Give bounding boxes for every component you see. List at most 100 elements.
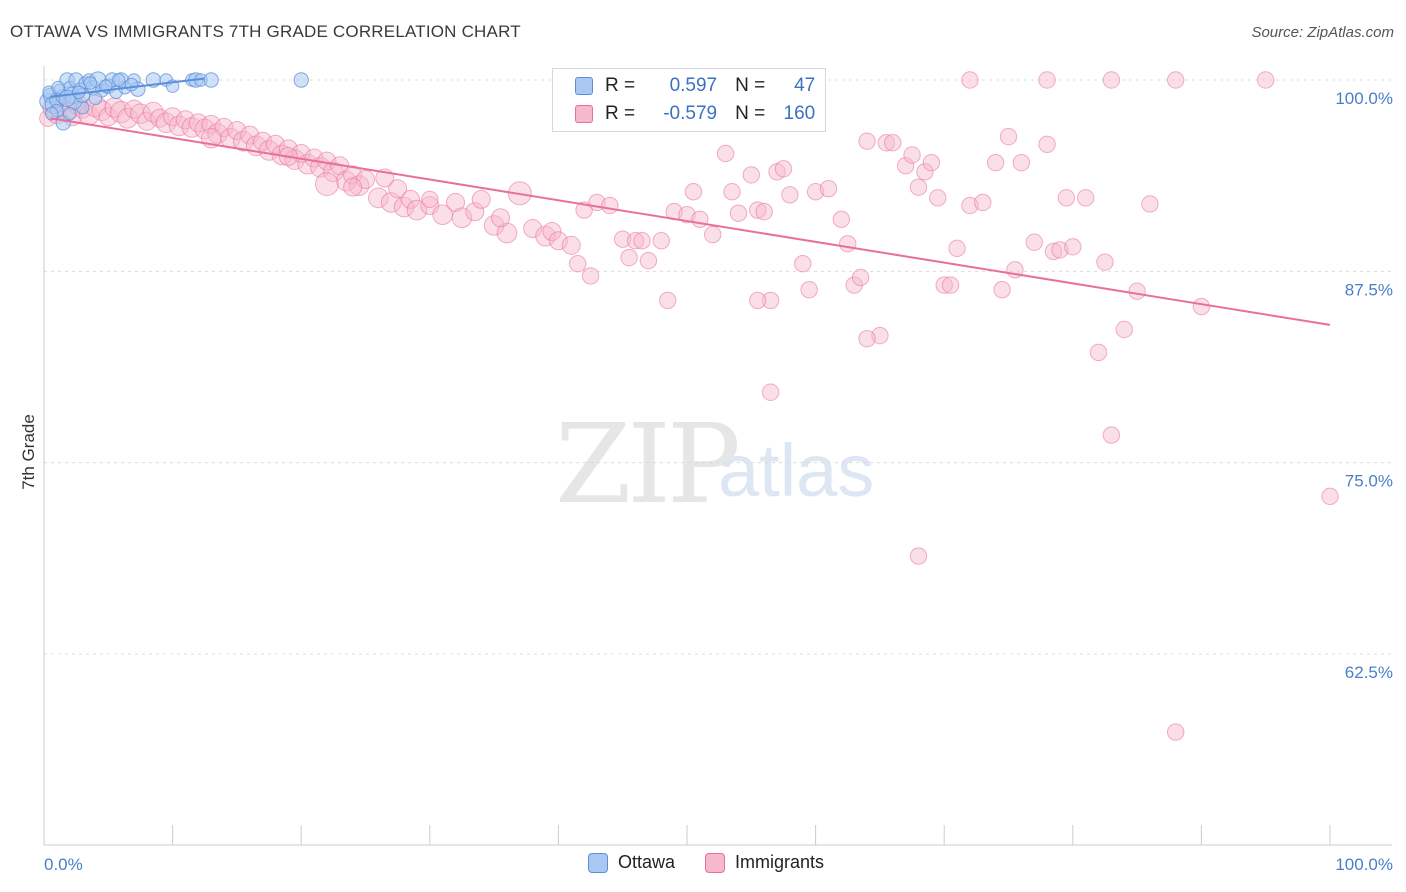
immigrants-point bbox=[471, 189, 491, 209]
immigrants-point bbox=[388, 179, 408, 199]
legend-row-immigrants: R = -0.579 N = 160 bbox=[575, 101, 815, 127]
immigrants-point bbox=[278, 139, 298, 159]
y-tick-label: 75.0% bbox=[1345, 472, 1393, 491]
immigrants-point bbox=[935, 276, 953, 294]
immigrants-point bbox=[678, 205, 696, 224]
immigrants-point bbox=[639, 251, 658, 270]
ottawa-point bbox=[88, 91, 103, 106]
immigrants-point bbox=[1057, 189, 1076, 207]
y-axis-label: 7th Grade bbox=[19, 414, 38, 490]
immigrants-point bbox=[948, 239, 966, 258]
immigrants-point bbox=[884, 134, 902, 152]
immigrants-point bbox=[1064, 238, 1082, 256]
legend-label-immigrants: Immigrants bbox=[735, 852, 825, 872]
immigrants-point bbox=[1128, 282, 1146, 300]
immigrants-point bbox=[761, 383, 780, 401]
immigrants-point bbox=[548, 231, 568, 251]
immigrants-point bbox=[1096, 253, 1114, 271]
immigrants-point bbox=[535, 225, 556, 247]
immigrants-point bbox=[343, 177, 363, 197]
immigrants-point bbox=[1141, 195, 1159, 213]
immigrants-point bbox=[1012, 153, 1031, 172]
immigrants-point bbox=[1192, 297, 1211, 316]
immigrants-point bbox=[916, 163, 934, 181]
immigrants-point bbox=[633, 232, 651, 250]
immigrants-point bbox=[999, 127, 1018, 146]
immigrants-point bbox=[1038, 135, 1056, 153]
immigrants-point bbox=[832, 210, 851, 228]
immigrants-point bbox=[716, 144, 735, 163]
immigrants-point bbox=[1257, 71, 1275, 89]
immigrants-point bbox=[1044, 242, 1063, 261]
immigrants-point bbox=[1166, 723, 1185, 741]
immigrants-point bbox=[110, 100, 133, 124]
immigrants-point bbox=[523, 218, 543, 238]
immigrants-point bbox=[581, 267, 600, 285]
ottawa-point bbox=[111, 73, 126, 87]
immigrants-point bbox=[400, 189, 421, 209]
immigrants-point bbox=[214, 117, 234, 137]
source-label: Source: ZipAtlas.com bbox=[1251, 24, 1394, 41]
immigrants-point bbox=[491, 208, 511, 228]
r-label: R = bbox=[605, 103, 636, 124]
ottawa-point bbox=[83, 76, 98, 90]
immigrants-point bbox=[909, 547, 928, 565]
stats-legend: R = 0.597 N = 47 R = -0.579 N = 160 bbox=[552, 68, 826, 132]
immigrants-swatch bbox=[575, 105, 593, 123]
immigrants-point bbox=[227, 120, 247, 141]
x-tick-label: 0.0% bbox=[44, 855, 83, 874]
immigrants-point bbox=[896, 157, 915, 175]
ottawa-swatch bbox=[575, 77, 593, 95]
immigrants-point bbox=[1051, 241, 1069, 259]
watermark-atlas: atlas bbox=[718, 429, 875, 512]
watermark-zip: ZIP bbox=[555, 400, 741, 528]
immigrants-point bbox=[749, 291, 767, 310]
ottawa-point bbox=[124, 77, 139, 92]
immigrants-point bbox=[1076, 189, 1095, 207]
immigrants-point bbox=[421, 190, 439, 209]
immigrants-point bbox=[483, 215, 505, 236]
immigrants-point bbox=[909, 178, 928, 196]
immigrants-point bbox=[626, 232, 645, 250]
immigrants-point bbox=[761, 291, 780, 310]
immigrants-legend-swatch bbox=[705, 852, 726, 873]
immigrants-point bbox=[729, 204, 748, 222]
x-tick-label: 100.0% bbox=[1335, 855, 1393, 874]
immigrants-point bbox=[1102, 71, 1121, 89]
immigrants-point bbox=[922, 153, 941, 172]
immigrants-point bbox=[858, 329, 876, 348]
immigrants-point bbox=[961, 196, 979, 215]
immigrants-point bbox=[265, 134, 286, 154]
immigrants-point bbox=[614, 230, 632, 248]
immigrants-point bbox=[986, 153, 1005, 172]
immigrants-point bbox=[742, 166, 760, 184]
immigrants-point bbox=[839, 235, 857, 253]
immigrants-point bbox=[451, 207, 473, 229]
immigrants-point bbox=[1038, 71, 1056, 89]
ottawa-legend-swatch bbox=[588, 852, 608, 873]
immigrants-point bbox=[961, 71, 979, 89]
immigrants-point bbox=[446, 192, 466, 212]
immigrants-point bbox=[704, 225, 722, 244]
n-value: 160 bbox=[783, 103, 816, 124]
immigrants-point bbox=[1025, 233, 1043, 251]
immigrants-point bbox=[1089, 343, 1108, 362]
immigrants-point bbox=[1115, 320, 1133, 339]
immigrants-point bbox=[601, 196, 619, 215]
immigrants-point bbox=[542, 222, 562, 242]
immigrants-point bbox=[314, 172, 339, 197]
y-tick-label: 62.5% bbox=[1345, 663, 1393, 682]
legend-item-ottawa: Ottawa bbox=[588, 852, 675, 873]
ottawa-point bbox=[293, 72, 309, 88]
immigrants-point bbox=[465, 202, 485, 222]
legend-item-immigrants: Immigrants bbox=[705, 852, 824, 873]
immigrants-point bbox=[1166, 71, 1185, 89]
immigrants-point bbox=[819, 179, 838, 198]
ottawa-point bbox=[44, 106, 59, 121]
immigrants-point bbox=[406, 199, 428, 221]
ottawa-trend-line bbox=[50, 77, 205, 98]
y-tick-label: 100.0% bbox=[1335, 89, 1393, 108]
immigrants-trend-line bbox=[50, 117, 1331, 326]
immigrants-point bbox=[684, 183, 703, 201]
